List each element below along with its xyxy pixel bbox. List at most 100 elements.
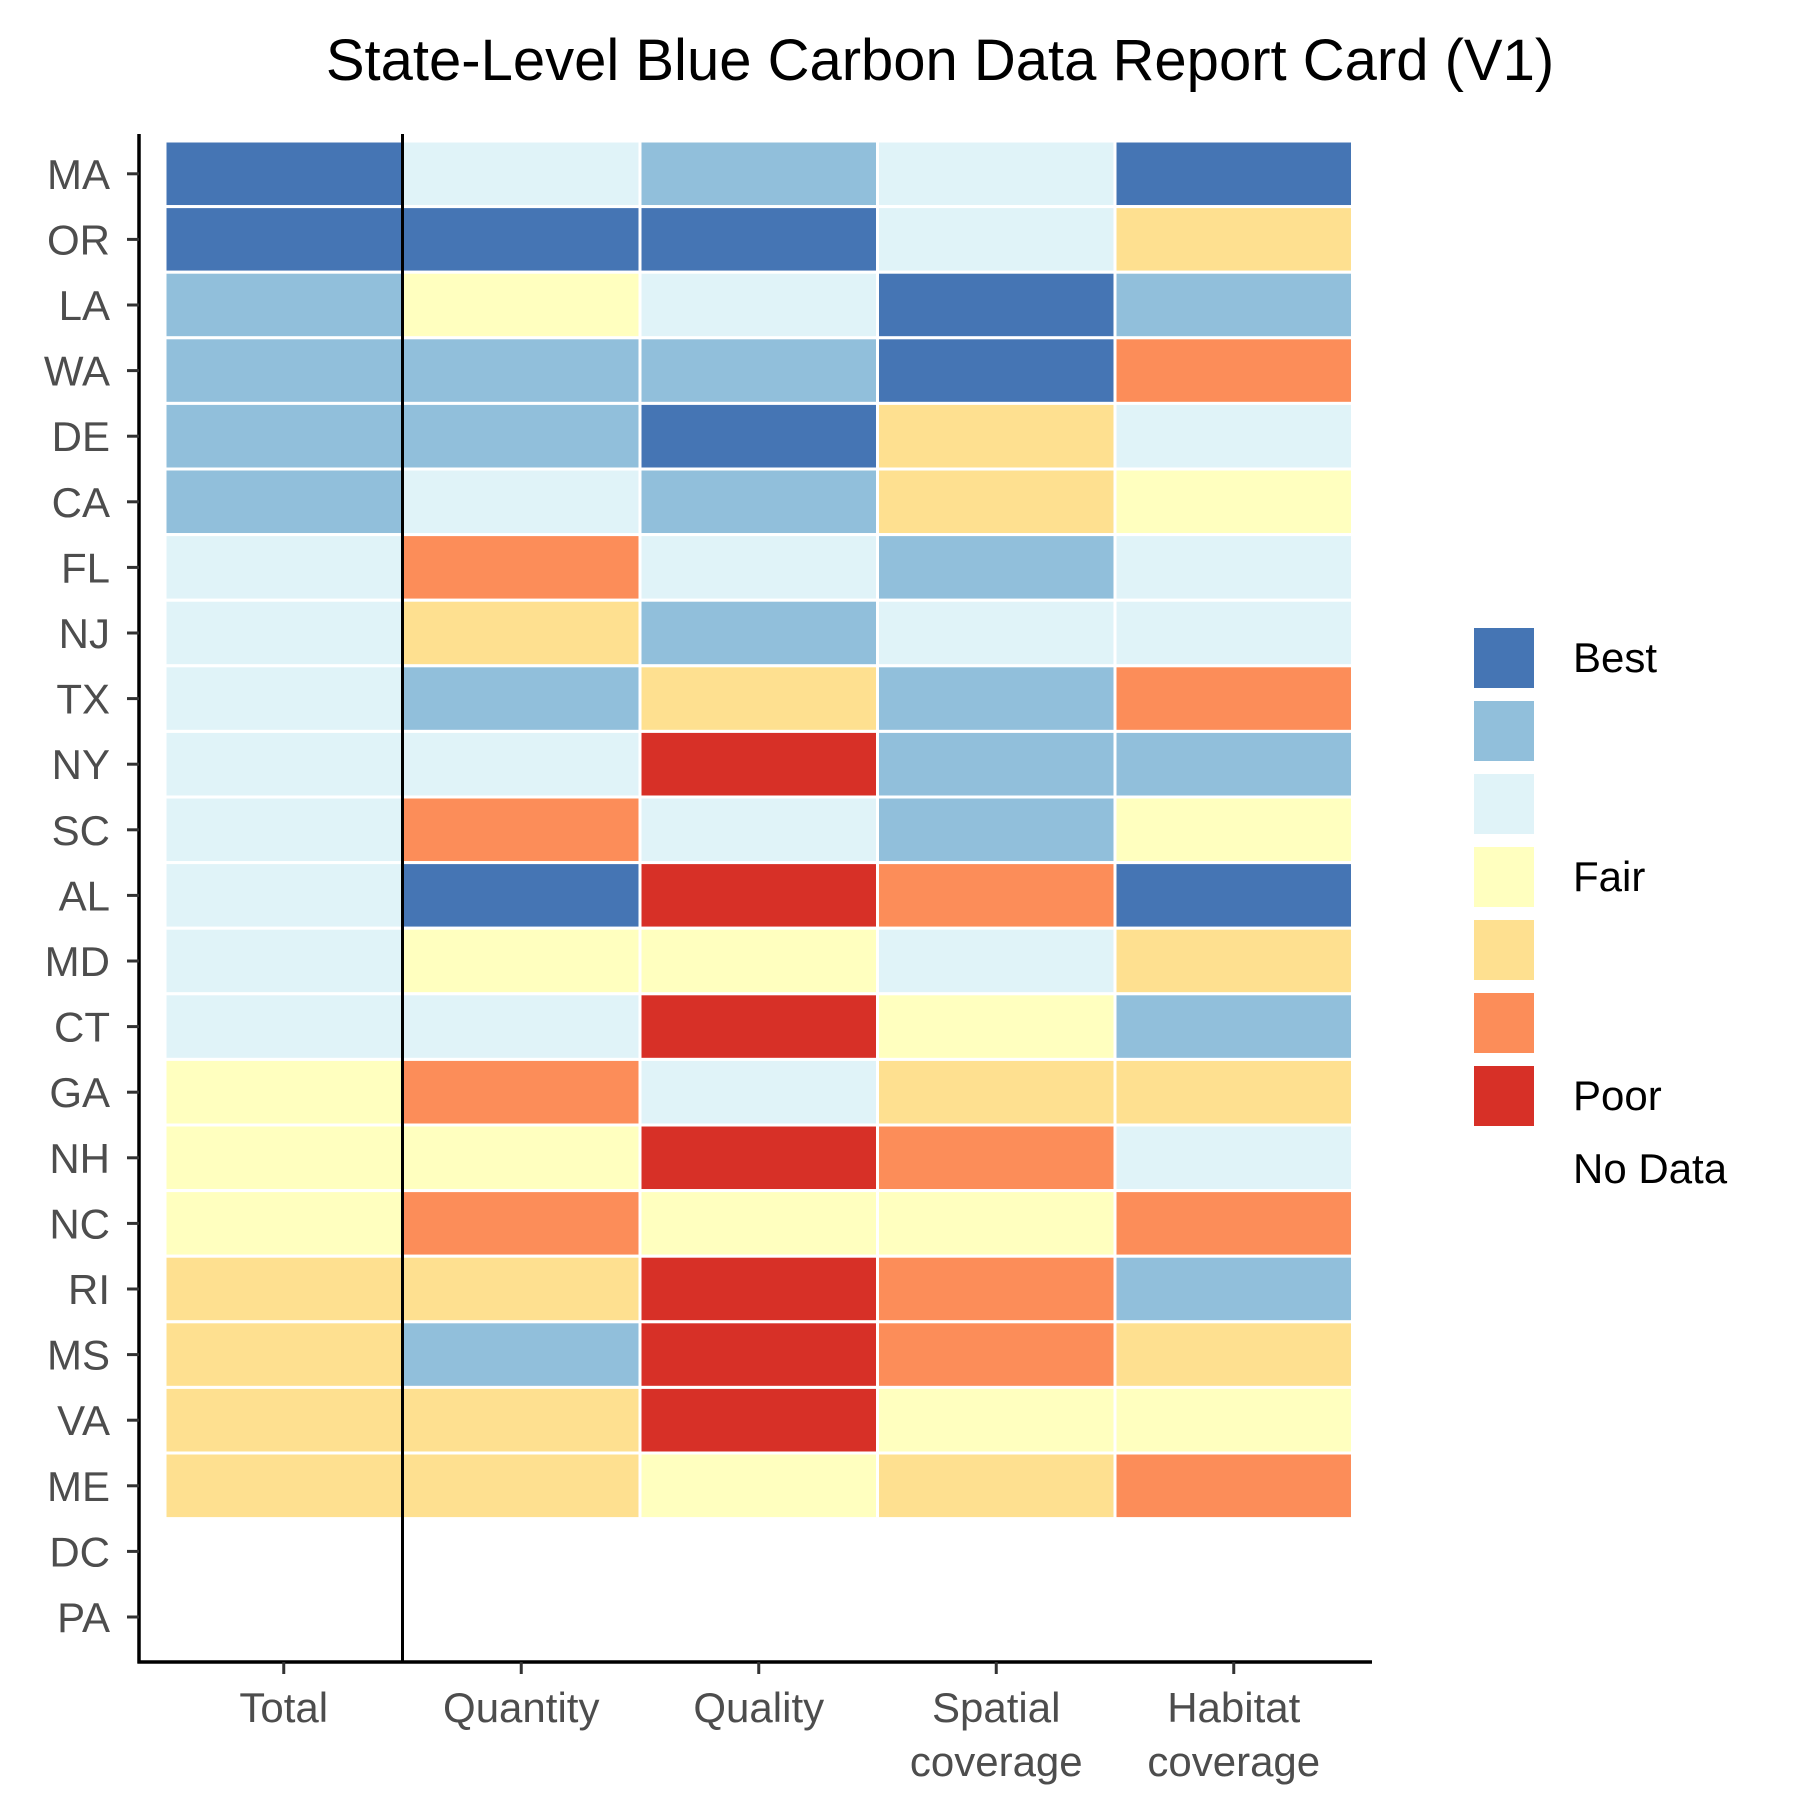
cell-ri-spatial-coverage [876, 1254, 1117, 1324]
cell-de-habitat-coverage [1113, 401, 1354, 471]
cell-va-quantity [401, 1385, 642, 1455]
cell-nh-quality [638, 1123, 879, 1193]
heatmap-cells [163, 139, 1354, 1521]
cell-me-spatial-coverage [876, 1451, 1117, 1521]
cell-va-total [163, 1385, 404, 1455]
cell-wa-quality [638, 336, 879, 405]
legend-key-level-7 [1472, 626, 1536, 690]
y-tick-label-al: AL [59, 872, 110, 919]
cell-or-habitat-coverage [1113, 205, 1354, 274]
cell-nh-total [163, 1123, 404, 1193]
cell-ri-total [163, 1254, 404, 1324]
y-tick-label-de: DE [52, 413, 110, 460]
cell-tx-quantity [401, 664, 642, 733]
cell-la-total [163, 270, 404, 340]
cell-ma-total [163, 139, 404, 209]
cell-ny-habitat-coverage [1113, 729, 1354, 799]
y-tick-label-ca: CA [52, 479, 110, 526]
x-tick-label-quality: Quality [693, 1684, 824, 1731]
cell-nj-habitat-coverage [1113, 598, 1354, 668]
cell-or-spatial-coverage [876, 205, 1117, 274]
cell-va-spatial-coverage [876, 1385, 1117, 1455]
y-tick-label-nh: NH [49, 1135, 110, 1182]
cell-md-habitat-coverage [1113, 926, 1354, 996]
legend-key-level-3 [1472, 918, 1536, 982]
cell-fl-quality [638, 533, 879, 602]
legend-key-level-6 [1472, 699, 1536, 763]
cell-ms-quality [638, 1320, 879, 1389]
cell-nc-quality [638, 1189, 879, 1258]
cell-ct-quality [638, 992, 879, 1061]
y-tick-label-nj: NJ [59, 610, 110, 657]
cell-de-quality [638, 401, 879, 471]
cell-al-quality [638, 861, 879, 930]
cell-wa-total [163, 336, 404, 405]
cell-tx-habitat-coverage [1113, 664, 1354, 733]
cell-sc-quality [638, 795, 879, 865]
cell-ca-habitat-coverage [1113, 467, 1354, 537]
y-tick-label-ny: NY [52, 741, 110, 788]
legend-label-poor: Poor [1573, 1072, 1662, 1119]
cell-ca-quality [638, 467, 879, 537]
cell-ma-quantity [401, 139, 642, 209]
cell-me-total [163, 1451, 404, 1521]
x-tick-label-spatial-coverage: Spatial coverage [910, 1684, 1083, 1785]
cell-tx-total [163, 664, 404, 733]
cell-la-quality [638, 270, 879, 340]
cell-ny-total [163, 729, 404, 799]
axes [127, 134, 1372, 1674]
cell-sc-habitat-coverage [1113, 795, 1354, 865]
y-tick-label-nc: NC [49, 1200, 110, 1247]
y-tick-label-ma: MA [47, 151, 110, 198]
cell-ga-total [163, 1057, 404, 1127]
cell-al-total [163, 861, 404, 930]
cell-ca-total [163, 467, 404, 537]
legend-label-best: Best [1573, 634, 1657, 681]
cell-ms-spatial-coverage [876, 1320, 1117, 1389]
cell-ca-quantity [401, 467, 642, 537]
cell-ct-spatial-coverage [876, 992, 1117, 1061]
cell-va-habitat-coverage [1113, 1385, 1354, 1455]
cell-ny-quantity [401, 729, 642, 799]
cell-fl-quantity [401, 533, 642, 602]
x-tick-label-quantity: Quantity [443, 1684, 599, 1731]
cell-nc-habitat-coverage [1113, 1189, 1354, 1258]
cell-ms-total [163, 1320, 404, 1389]
cell-ct-habitat-coverage [1113, 992, 1354, 1061]
cell-de-quantity [401, 401, 642, 471]
y-tick-label-tx: TX [56, 676, 110, 723]
cell-ga-habitat-coverage [1113, 1057, 1354, 1127]
cell-ri-quality [638, 1254, 879, 1324]
legend-label-fair: Fair [1573, 853, 1645, 900]
y-tick-label-ga: GA [49, 1069, 110, 1116]
cell-ri-quantity [401, 1254, 642, 1324]
cell-ga-quantity [401, 1057, 642, 1127]
cell-or-quantity [401, 205, 642, 274]
cell-fl-total [163, 533, 404, 602]
cell-or-quality [638, 205, 879, 274]
cell-nh-spatial-coverage [876, 1123, 1117, 1193]
cell-tx-spatial-coverage [876, 664, 1117, 733]
cell-nc-quantity [401, 1189, 642, 1258]
cell-la-quantity [401, 270, 642, 340]
cell-ga-quality [638, 1057, 879, 1127]
cell-or-total [163, 205, 404, 274]
legend-key-level-2 [1472, 991, 1536, 1055]
cell-ga-spatial-coverage [876, 1057, 1117, 1127]
cell-sc-quantity [401, 795, 642, 865]
y-tick-label-ct: CT [54, 1004, 110, 1051]
cell-nc-spatial-coverage [876, 1189, 1117, 1258]
cell-sc-total [163, 795, 404, 865]
legend: Best Fair Poor No Data [1472, 626, 1728, 1201]
cell-wa-spatial-coverage [876, 336, 1117, 405]
y-tick-label-ri: RI [68, 1266, 110, 1313]
cell-al-quantity [401, 861, 642, 930]
cell-nj-total [163, 598, 404, 668]
y-tick-label-or: OR [47, 216, 110, 263]
cell-ma-quality [638, 139, 879, 209]
cell-me-quantity [401, 1451, 642, 1521]
cell-nh-habitat-coverage [1113, 1123, 1354, 1193]
cell-sc-spatial-coverage [876, 795, 1117, 865]
cell-md-quality [638, 926, 879, 996]
